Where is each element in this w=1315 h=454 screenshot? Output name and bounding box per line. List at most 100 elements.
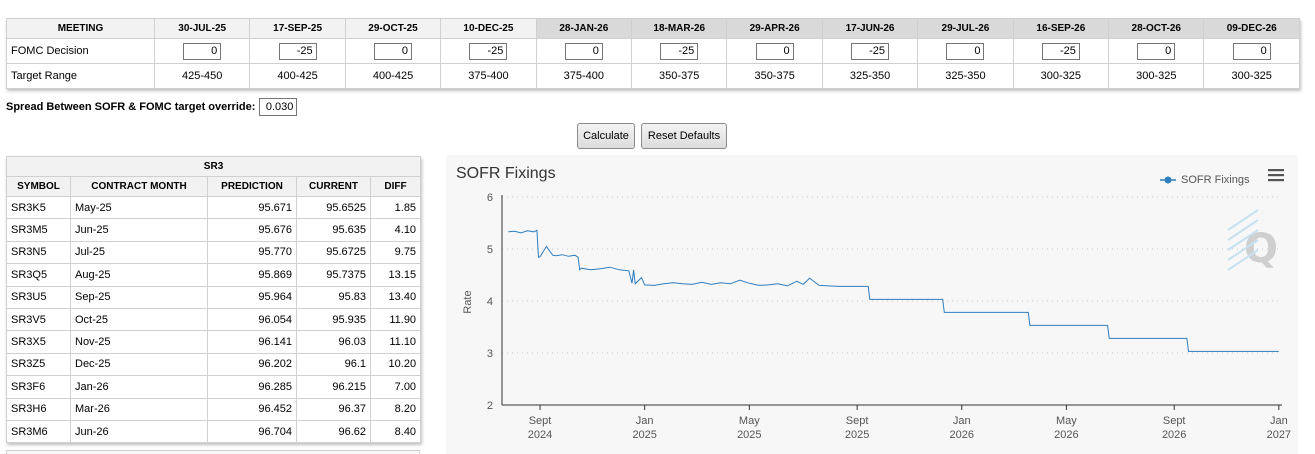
sr3-cell: 7.00 [369,375,422,399]
table-row: SR3V5 Oct-25 96.054 95.935 11.90 [6,307,422,332]
meeting-date-header: 17-JUN-26 [821,18,919,39]
sr3-cell: 95.83 [296,285,371,309]
hamburger-menu-icon[interactable] [1268,169,1284,182]
fomc-decision-input[interactable] [851,42,890,60]
sr3-cell: SR3V5 [6,307,71,332]
fomc-decision-input[interactable] [374,42,413,60]
spread-override-input[interactable] [259,98,298,116]
meeting-date-header: 18-MAR-26 [631,18,728,39]
sr3-cell: Aug-25 [70,263,208,287]
target-range-cell: 300-325 [1012,63,1110,89]
fomc-decision-input[interactable] [278,42,317,60]
reset-defaults-button[interactable]: Reset Defaults [641,123,727,149]
spread-override-label: Spread Between SOFR & FOMC target overri… [6,101,256,113]
sr3-cell: 96.62 [296,419,371,444]
x-tick-label-month: May [1056,415,1077,427]
meeting-date-header: 09-DEC-26 [1203,18,1300,39]
sr3-cell: SR3U5 [6,285,71,309]
sr3-futures-table: SR3 SYMBOL CONTRACT MONTH PREDICTION CURREN… [5,156,422,444]
fomc-decision-input[interactable] [946,42,985,60]
sr3-cell: SR3K5 [6,195,71,220]
sr3-cell: 95.7375 [296,263,371,287]
spread-override-row: Spread Between SOFR & FOMC target overri… [6,98,298,116]
sr3-cell: 96.37 [296,397,371,421]
table-row: SR3K5 May-25 95.671 95.6525 1.85 [6,195,422,220]
sr3-cell: 95.935 [296,307,371,332]
fomc-decision-cell [821,38,919,64]
sr3-cell: Jul-25 [70,240,208,265]
sr3-cell: 96.054 [207,307,297,332]
table-row: SR3M5 Jun-25 95.676 95.635 4.10 [6,218,422,242]
fomc-decision-input[interactable] [1041,42,1080,60]
meeting-date-header: 10-DEC-25 [440,18,537,39]
sofr-fixings-chart: SOFR Fixings SOFR Fixings Q Rate 2 3 4 5 6 Se… [446,155,1298,454]
table-row: SR3U5 Sep-25 95.964 95.83 13.40 [6,285,422,309]
x-tick-label-year: 2025 [737,429,761,441]
y-tick-label: 2 [487,400,493,412]
target-range-row: Target Range 425-450 400-425 400-425 375-40… [6,63,1300,89]
sr3-cell: 96.452 [207,397,297,421]
fomc-decision-row: FOMC Decision [6,38,1300,64]
sr3-cell: Nov-25 [70,330,208,354]
fomc-decision-cell [631,38,728,64]
legend-dot-marker [1164,176,1172,184]
sr3-column-header: PREDICTION [207,176,297,197]
meeting-date-header: 30-JUL-25 [153,18,251,39]
sr3-cell: May-25 [70,195,208,220]
sr3-cell: SR3N5 [6,240,71,265]
target-range-cell: 375-400 [535,63,633,89]
sr3-cell: Jun-25 [70,218,208,242]
sr3-cell: 96.141 [207,330,297,354]
target-range-cell: 300-325 [1108,63,1205,89]
sr3-cell: SR3M6 [6,419,71,444]
target-range-cell: 375-400 [440,63,537,89]
sr3-cell: SR3M5 [6,218,71,242]
chart-canvas: SOFR Fixings SOFR Fixings Q Rate 2 3 4 5 6 Se… [456,165,1291,441]
target-range-cell: 350-375 [726,63,823,89]
fomc-decision-cell [535,38,633,64]
chart-axes: 2 3 4 5 6 Sept 2024 Jan 2025 May 2025 Sept 2025 Jan 20… [487,192,1291,441]
target-range-cell: 300-325 [1203,63,1300,89]
meeting-date-header: 17-SEP-25 [249,18,346,39]
sr3-cell: 95.676 [207,218,297,242]
sr3-cell: 96.1 [296,352,371,377]
sr3-cell: 8.20 [369,397,422,421]
fomc-decision-input[interactable] [1232,42,1271,60]
table-row: SR3Z5 Dec-25 96.202 96.1 10.20 [6,352,422,377]
meeting-header-label: MEETING [6,18,155,39]
sr3-title-row: SR3 [5,156,422,177]
watermark-logo-icon: Q [1227,209,1278,272]
legend-label: SOFR Fixings [1181,174,1250,186]
target-range-cell: 425-450 [153,63,251,89]
target-range-cell: 400-425 [344,63,442,89]
y-axis-label: Rate [462,290,474,313]
sr3-cell: SR3Z5 [6,352,71,377]
fomc-decision-input[interactable] [660,42,699,60]
sr3-cell: 8.40 [369,419,422,444]
meeting-header-row: MEETING 30-JUL-25 17-SEP-25 29-OCT-25 10-DE… [6,18,1300,39]
sr3-cell: 95.635 [296,218,371,242]
fomc-decision-input[interactable] [183,42,222,60]
fomc-decision-input[interactable] [755,42,794,60]
fomc-decision-input[interactable] [469,42,508,60]
sr3-cell: Mar-26 [70,397,208,421]
sr3-cell: 96.202 [207,352,297,377]
fomc-decision-input[interactable] [1137,42,1176,60]
sr3-cell: 4.10 [369,218,422,242]
x-tick-label-month: Jan [636,415,654,427]
fomc-decision-cell [1012,38,1110,64]
sr3-table-footer [6,450,420,454]
x-tick-label-month: Jan [1270,415,1288,427]
fomc-decision-input[interactable] [564,42,603,60]
fomc-decision-cell [1108,38,1205,64]
chart-title: SOFR Fixings [456,165,556,182]
sr3-cell: 95.869 [207,263,297,287]
chart-legend[interactable]: SOFR Fixings [1160,174,1250,186]
calculate-button[interactable]: Calculate [577,123,635,149]
fomc-decision-cell [726,38,823,64]
sr3-cell: SR3X5 [6,330,71,354]
sr3-table-body: SR3K5 May-25 95.671 95.6525 1.85 SR3M5 Jun-25 9… [6,195,422,444]
x-tick-label-month: Jan [953,415,971,427]
fomc-meeting-table: MEETING 30-JUL-25 17-SEP-25 29-OCT-25 10-DE… [6,18,1300,89]
meeting-date-header: 29-JUL-26 [917,18,1014,39]
